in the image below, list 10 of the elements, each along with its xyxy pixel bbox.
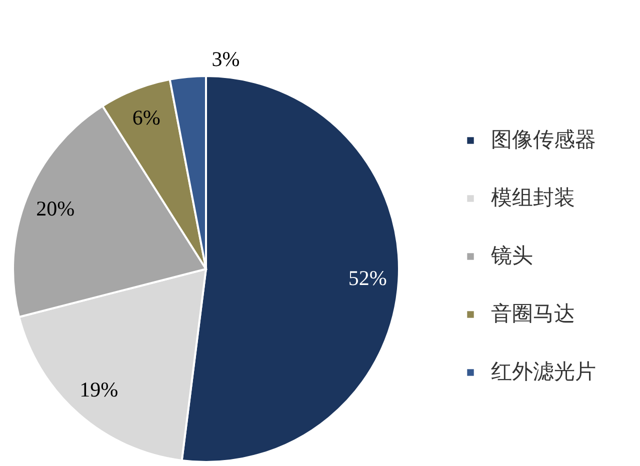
legend-label: 音圈马达 bbox=[491, 302, 575, 326]
data-label: 52% bbox=[348, 266, 387, 290]
legend-label: 模组封装 bbox=[491, 186, 575, 210]
data-label: 3% bbox=[212, 46, 240, 71]
data-label: 19% bbox=[80, 378, 118, 402]
legend-label: 图像传感器 bbox=[491, 128, 596, 152]
legend-label: 镜头 bbox=[490, 244, 533, 268]
data-label: 20% bbox=[36, 196, 75, 220]
legend-label: 红外滤光片 bbox=[491, 360, 596, 384]
data-label: 6% bbox=[132, 105, 160, 130]
